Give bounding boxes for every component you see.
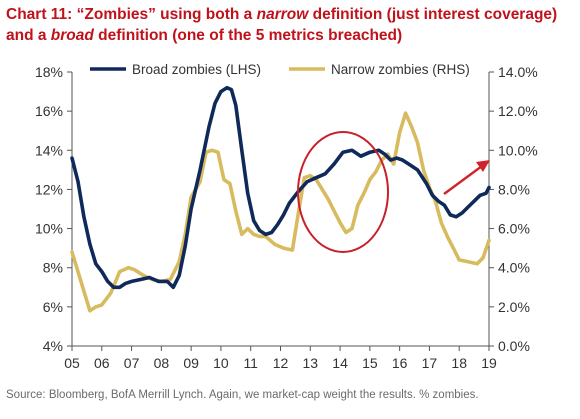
x-tick-label: 07 <box>124 355 140 371</box>
x-tick-label: 09 <box>183 355 199 371</box>
x-tick-label: 12 <box>273 355 289 371</box>
y-right-tick-label: 14.0% <box>498 64 538 80</box>
trend-arrow-head <box>476 160 490 172</box>
x-tick-label: 11 <box>243 355 258 371</box>
x-tick-label: 10 <box>213 355 229 371</box>
x-tick-label: 19 <box>481 355 497 371</box>
y-right-tick-label: 6.0% <box>498 221 530 237</box>
y-right-tick-label: 10.0% <box>498 142 538 158</box>
y-left-tick-label: 14% <box>35 142 63 158</box>
x-tick-label: 17 <box>422 355 438 371</box>
source-note: Source: Bloomberg, BofA Merrill Lynch. A… <box>6 389 479 401</box>
title-emphasis-narrow: narrow <box>256 6 309 23</box>
y-right-tick-label: 8.0% <box>498 181 530 197</box>
y-left-tick-label: 10% <box>35 221 63 237</box>
broad-zombies-line <box>70 85 491 290</box>
title-emphasis-broad: broad <box>50 27 94 44</box>
y-right-tick-label: 0.0% <box>498 338 530 354</box>
title-suffix: definition (one of the 5 metrics breache… <box>93 27 403 44</box>
x-tick-label: 06 <box>94 355 110 371</box>
title-middle: definition (just interest coverage) and … <box>6 6 558 44</box>
highlight-ellipse <box>297 131 389 253</box>
x-tick-label: 15 <box>362 355 378 371</box>
x-tick-label: 16 <box>392 355 408 371</box>
x-tick-label: 08 <box>154 355 170 371</box>
title-prefix: Chart 11: “Zombies” using both a <box>6 6 257 23</box>
y-left-tick-label: 12% <box>35 181 63 197</box>
y-left-tick-label: 8% <box>43 260 63 276</box>
legend-broad-label: Broad zombies (LHS) <box>132 62 261 77</box>
chart-title: Chart 11: “Zombies” using both a narrow … <box>6 4 574 46</box>
x-tick-label: 13 <box>302 355 318 371</box>
x-tick-label: 05 <box>64 355 80 371</box>
y-left-tick-label: 16% <box>35 103 63 119</box>
y-left-tick-label: 4% <box>43 338 63 354</box>
y-left-tick-label: 6% <box>43 299 63 315</box>
trend-arrow-shaft <box>443 165 483 195</box>
x-tick-label: 14 <box>332 355 348 371</box>
y-right-tick-label: 2.0% <box>498 299 530 315</box>
y-right-tick-label: 4.0% <box>498 260 530 276</box>
x-tick-label: 18 <box>451 355 467 371</box>
y-left-tick-label: 18% <box>35 64 63 80</box>
legend-narrow-label: Narrow zombies (RHS) <box>331 62 470 77</box>
y-right-tick-label: 12.0% <box>498 103 538 119</box>
